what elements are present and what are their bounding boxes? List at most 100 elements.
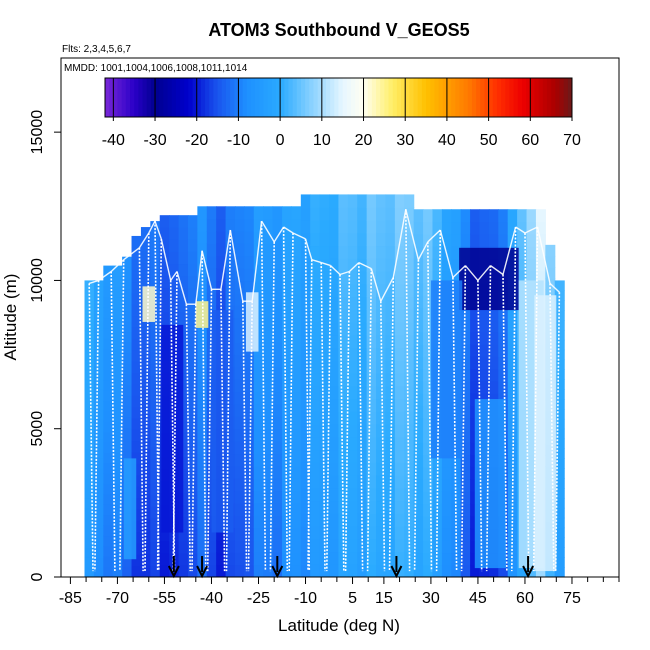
heatmap-cell: [225, 268, 236, 282]
heatmap-cell: [169, 215, 180, 228]
heatmap-cell: [140, 530, 151, 543]
heatmap-cell: [385, 423, 396, 438]
heatmap-cell: [517, 564, 528, 577]
heatmap-cell: [432, 233, 443, 247]
heatmap-cell: [554, 458, 565, 469]
heatmap-cell: [366, 258, 377, 272]
colorbar-swatch: [317, 78, 323, 117]
profile-line: [206, 289, 213, 572]
heatmap-cell: [150, 541, 161, 554]
heatmap-cell: [441, 233, 452, 247]
heatmap-cell: [178, 468, 189, 482]
heatmap-cell: [319, 423, 330, 438]
heatmap-cell: [263, 428, 274, 442]
heatmap-cell: [507, 503, 518, 517]
flight-marker-arrow: [271, 565, 284, 579]
heatmap-cell: [357, 398, 368, 412]
heatmap-cell: [291, 206, 302, 220]
heatmap-cell: [140, 402, 151, 415]
heatmap-cell: [169, 251, 180, 265]
heatmap-cell: [263, 453, 274, 467]
heatmap-cell: [423, 233, 434, 247]
x-axis: -85 -70 -55 -40 -25 -10 5 15 30 45 60 75: [59, 577, 620, 607]
heatmap-cell: [357, 385, 368, 400]
heatmap-cell: [347, 423, 358, 438]
heatmap-cell: [253, 317, 264, 331]
heatmap-cell: [253, 305, 264, 319]
heatmap-cell: [479, 356, 490, 370]
heatmap-cell: [460, 417, 471, 431]
heatmap-cell: [413, 221, 424, 235]
heatmap-cell: [300, 334, 311, 349]
heatmap-cell: [272, 416, 283, 430]
heatmap-cell: [376, 398, 387, 412]
heatmap-cell: [187, 323, 198, 337]
colorbar-swatch: [121, 78, 127, 117]
heatmap-cell: [140, 367, 151, 380]
heatmap-cell: [93, 458, 104, 469]
heatmap-cell: [234, 329, 245, 343]
heatmap-cell: [329, 334, 340, 349]
heatmap-cell: [441, 270, 452, 284]
heatmap-cell: [253, 515, 264, 529]
heatmap-cell: [310, 321, 321, 336]
colorbar-swatch: [242, 78, 248, 117]
heatmap-cell: [404, 436, 415, 451]
heatmap-cell: [310, 334, 321, 349]
heatmap-cell: [329, 296, 340, 310]
profile-line: [88, 283, 94, 572]
heatmap-cell: [376, 270, 387, 285]
x-tick-label: 15: [375, 590, 393, 607]
heatmap-cell: [319, 296, 330, 310]
heatmap-cell: [347, 487, 358, 502]
heatmap-cell: [103, 556, 114, 568]
heatmap-cell: [272, 342, 283, 356]
heatmap-cell: [272, 490, 283, 504]
colorbar-swatch: [463, 78, 469, 117]
cruise-segment: [380, 277, 394, 302]
heatmap-cell: [300, 500, 311, 514]
heatmap-cell: [347, 525, 358, 540]
heatmap-cell: [338, 334, 349, 349]
heatmap-cell: [366, 449, 377, 463]
colorbar-swatch: [205, 78, 210, 117]
heatmap-cell: [404, 398, 415, 412]
heatmap-cell: [535, 246, 546, 259]
heatmap-cell: [366, 296, 377, 310]
heatmap-cell: [103, 348, 114, 360]
heatmap-cell: [423, 356, 434, 370]
heatmap-cell: [357, 309, 368, 323]
heatmap-cell: [404, 360, 415, 374]
heatmap-cell: [338, 487, 349, 502]
heatmap-cell: [385, 385, 396, 400]
heatmap-cell: [103, 400, 114, 412]
heatmap-cell: [310, 309, 321, 323]
heatmap-cell: [479, 233, 490, 247]
heatmap-cell: [554, 369, 565, 380]
heatmap-cell: [272, 243, 283, 257]
heatmap-cell: [263, 243, 274, 257]
heatmap-cell: [404, 219, 415, 234]
heatmap-cell: [253, 465, 264, 479]
heatmap-cell: [93, 527, 104, 539]
heatmap-cell: [291, 404, 302, 417]
heatmap-cell: [131, 451, 142, 464]
heatmap-cell: [498, 221, 509, 235]
heatmap-cell: [300, 321, 311, 336]
heatmap-cell: [178, 335, 189, 349]
heatmap-cell: [187, 384, 198, 397]
heatmap-cell: [234, 490, 245, 504]
cruise-segment: [358, 261, 372, 270]
profile-line: [282, 226, 289, 572]
profile-line: [460, 265, 467, 572]
heatmap-cell: [206, 218, 217, 232]
heatmap-cell: [385, 411, 396, 425]
profile-line: [247, 301, 253, 572]
heatmap-cell: [263, 280, 274, 294]
colorbar-swatch: [284, 78, 289, 117]
colorbar-swatch: [150, 78, 156, 117]
heatmap-cell: [413, 478, 424, 492]
colorbar-swatch: [517, 78, 523, 117]
heatmap-cell: [488, 209, 499, 223]
